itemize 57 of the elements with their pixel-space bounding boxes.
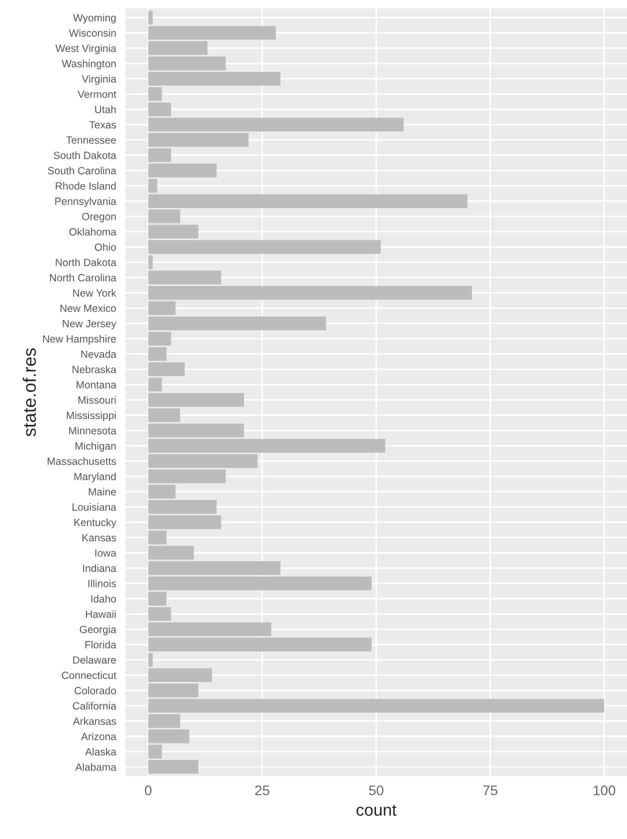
y-tick-label: Arkansas [72,717,116,725]
y-tick-label: Arizona [81,732,116,740]
y-tick-label: Connecticut [62,671,116,680]
y-tick-label: Montana [76,381,116,388]
y-tick-label: Nevada [81,350,116,358]
y-tick-label: Mississippi [66,411,116,422]
y-tick-label: Vermont [78,90,116,98]
y-tick-label: Hawaii [86,610,116,618]
y-tick-label: Massachusetts [48,457,116,465]
y-tick-label: Minnesota [69,426,116,434]
y-tick-label: Alabama [75,763,116,771]
y-tick-label: Oklahoma [69,228,116,236]
y-tick-label: Louisiana [72,503,116,511]
y-tick-label: New Hampshire [43,334,116,345]
y-tick-label: Kentucky [74,518,116,528]
y-tick-label: Wisconsin [68,29,116,37]
y-tick-label: Illinois [88,580,116,588]
y-tick-label: Missouri [78,396,116,404]
x-tick-label: 100 [594,785,616,796]
y-tick-label: Idaho [91,594,116,603]
y-axis-title: state.of.res [22,348,36,436]
y-tick-label: Georgia [80,625,116,636]
y-tick-label: New Mexico [60,304,116,312]
y-tick-label: North Carolina [50,274,116,282]
y-tick-label: North Dakota [56,258,116,266]
y-tick-label: Indiana [83,564,116,572]
y-tick-label: Ohio [94,243,116,251]
x-tick-label: 75 [483,786,498,796]
y-tick-label: Virginia [82,74,116,85]
y-tick-label: Alaska [85,748,116,756]
y-tick-label: New York [73,289,116,297]
y-tick-label: New Jersey [62,320,116,330]
y-tick-label: Kansas [82,534,116,542]
y-tick-label: Oregon [82,212,116,222]
y-tick-label: Washington [62,60,116,70]
y-tick-label: Colorado [74,686,116,694]
y-tick-label: Michigan [76,442,116,452]
y-tick-label: Utah [95,106,116,114]
y-tick-label: Maine [88,488,116,496]
y-tick-label: Tennessee [66,136,116,144]
y-tick-label: Iowa [95,549,116,557]
y-tick-label: Rhode Island [56,182,116,190]
y-tick-label: West Virginia [55,44,116,54]
y-tick-label: South Dakota [54,151,116,160]
y-tick-label: Pennsylvania [55,197,116,208]
x-tick-label: 50 [369,785,384,796]
x-tick-label: 0 [144,785,152,796]
y-tick-label: Texas [89,121,116,128]
y-tick-label: Florida [85,640,116,648]
y-tick-label: California [72,702,116,710]
y-tick-label: Nebraska [72,366,116,374]
y-tick-label: Maryland [74,472,116,482]
y-tick-label: South Carolina [48,166,116,174]
y-tick-label: Delaware [73,656,116,664]
y-tick-label: Wyoming [73,14,116,24]
x-axis-title: count [356,804,396,816]
x-tick-label: 25 [255,785,270,796]
